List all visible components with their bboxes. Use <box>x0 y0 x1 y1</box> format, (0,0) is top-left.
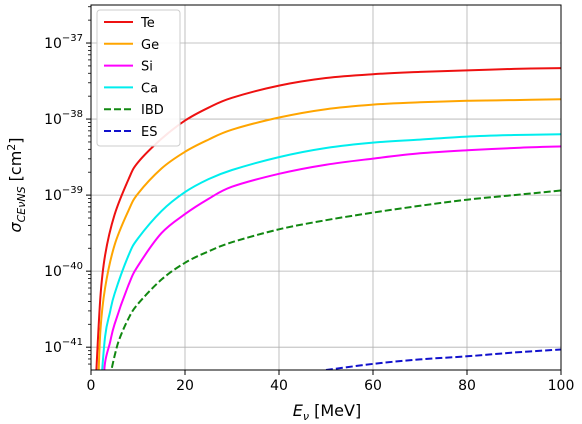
y-tick-label: 10−39 <box>44 185 83 204</box>
series-line-es <box>325 348 561 370</box>
x-tick-label: 20 <box>176 378 194 394</box>
legend-label-ca: Ca <box>141 81 158 96</box>
y-tick-label: 10−38 <box>44 109 83 128</box>
x-axis-title: Eν [MeV] <box>293 401 361 423</box>
y-tick-label: 10−37 <box>44 33 83 52</box>
legend-box <box>96 9 181 147</box>
x-tick-label: 40 <box>270 378 288 394</box>
legend: Te Ge Si Ca IBD ES <box>96 9 181 147</box>
series-line-ge <box>97 98 561 370</box>
legend-label-ibd: IBD <box>141 103 164 118</box>
series-line-si <box>103 145 561 370</box>
y-axis-ticks: 10−41 10−40 10−39 10−38 10−37 <box>44 6 91 365</box>
series-line-ca <box>101 133 561 370</box>
series-lines <box>95 67 561 370</box>
legend-label-ge: Ge <box>141 38 159 53</box>
legend-label-te: Te <box>140 16 155 31</box>
plot-frame <box>90 4 562 371</box>
x-tick-label: 80 <box>458 378 476 394</box>
y-tick-label: 10−41 <box>44 337 83 356</box>
x-tick-label: 0 <box>87 378 96 394</box>
y-tick-label: 10−40 <box>44 261 83 280</box>
grid <box>91 5 561 370</box>
x-tick-label: 100 <box>548 378 575 394</box>
x-axis-ticks: 0 20 40 60 80 100 <box>87 370 575 394</box>
legend-label-si: Si <box>141 60 153 75</box>
series-line-ibd <box>110 189 561 370</box>
series-line-te <box>95 67 561 370</box>
legend-label-es: ES <box>141 125 157 140</box>
y-axis-title: σCEνNS [cm2] <box>5 137 28 232</box>
x-tick-label: 60 <box>364 378 382 394</box>
